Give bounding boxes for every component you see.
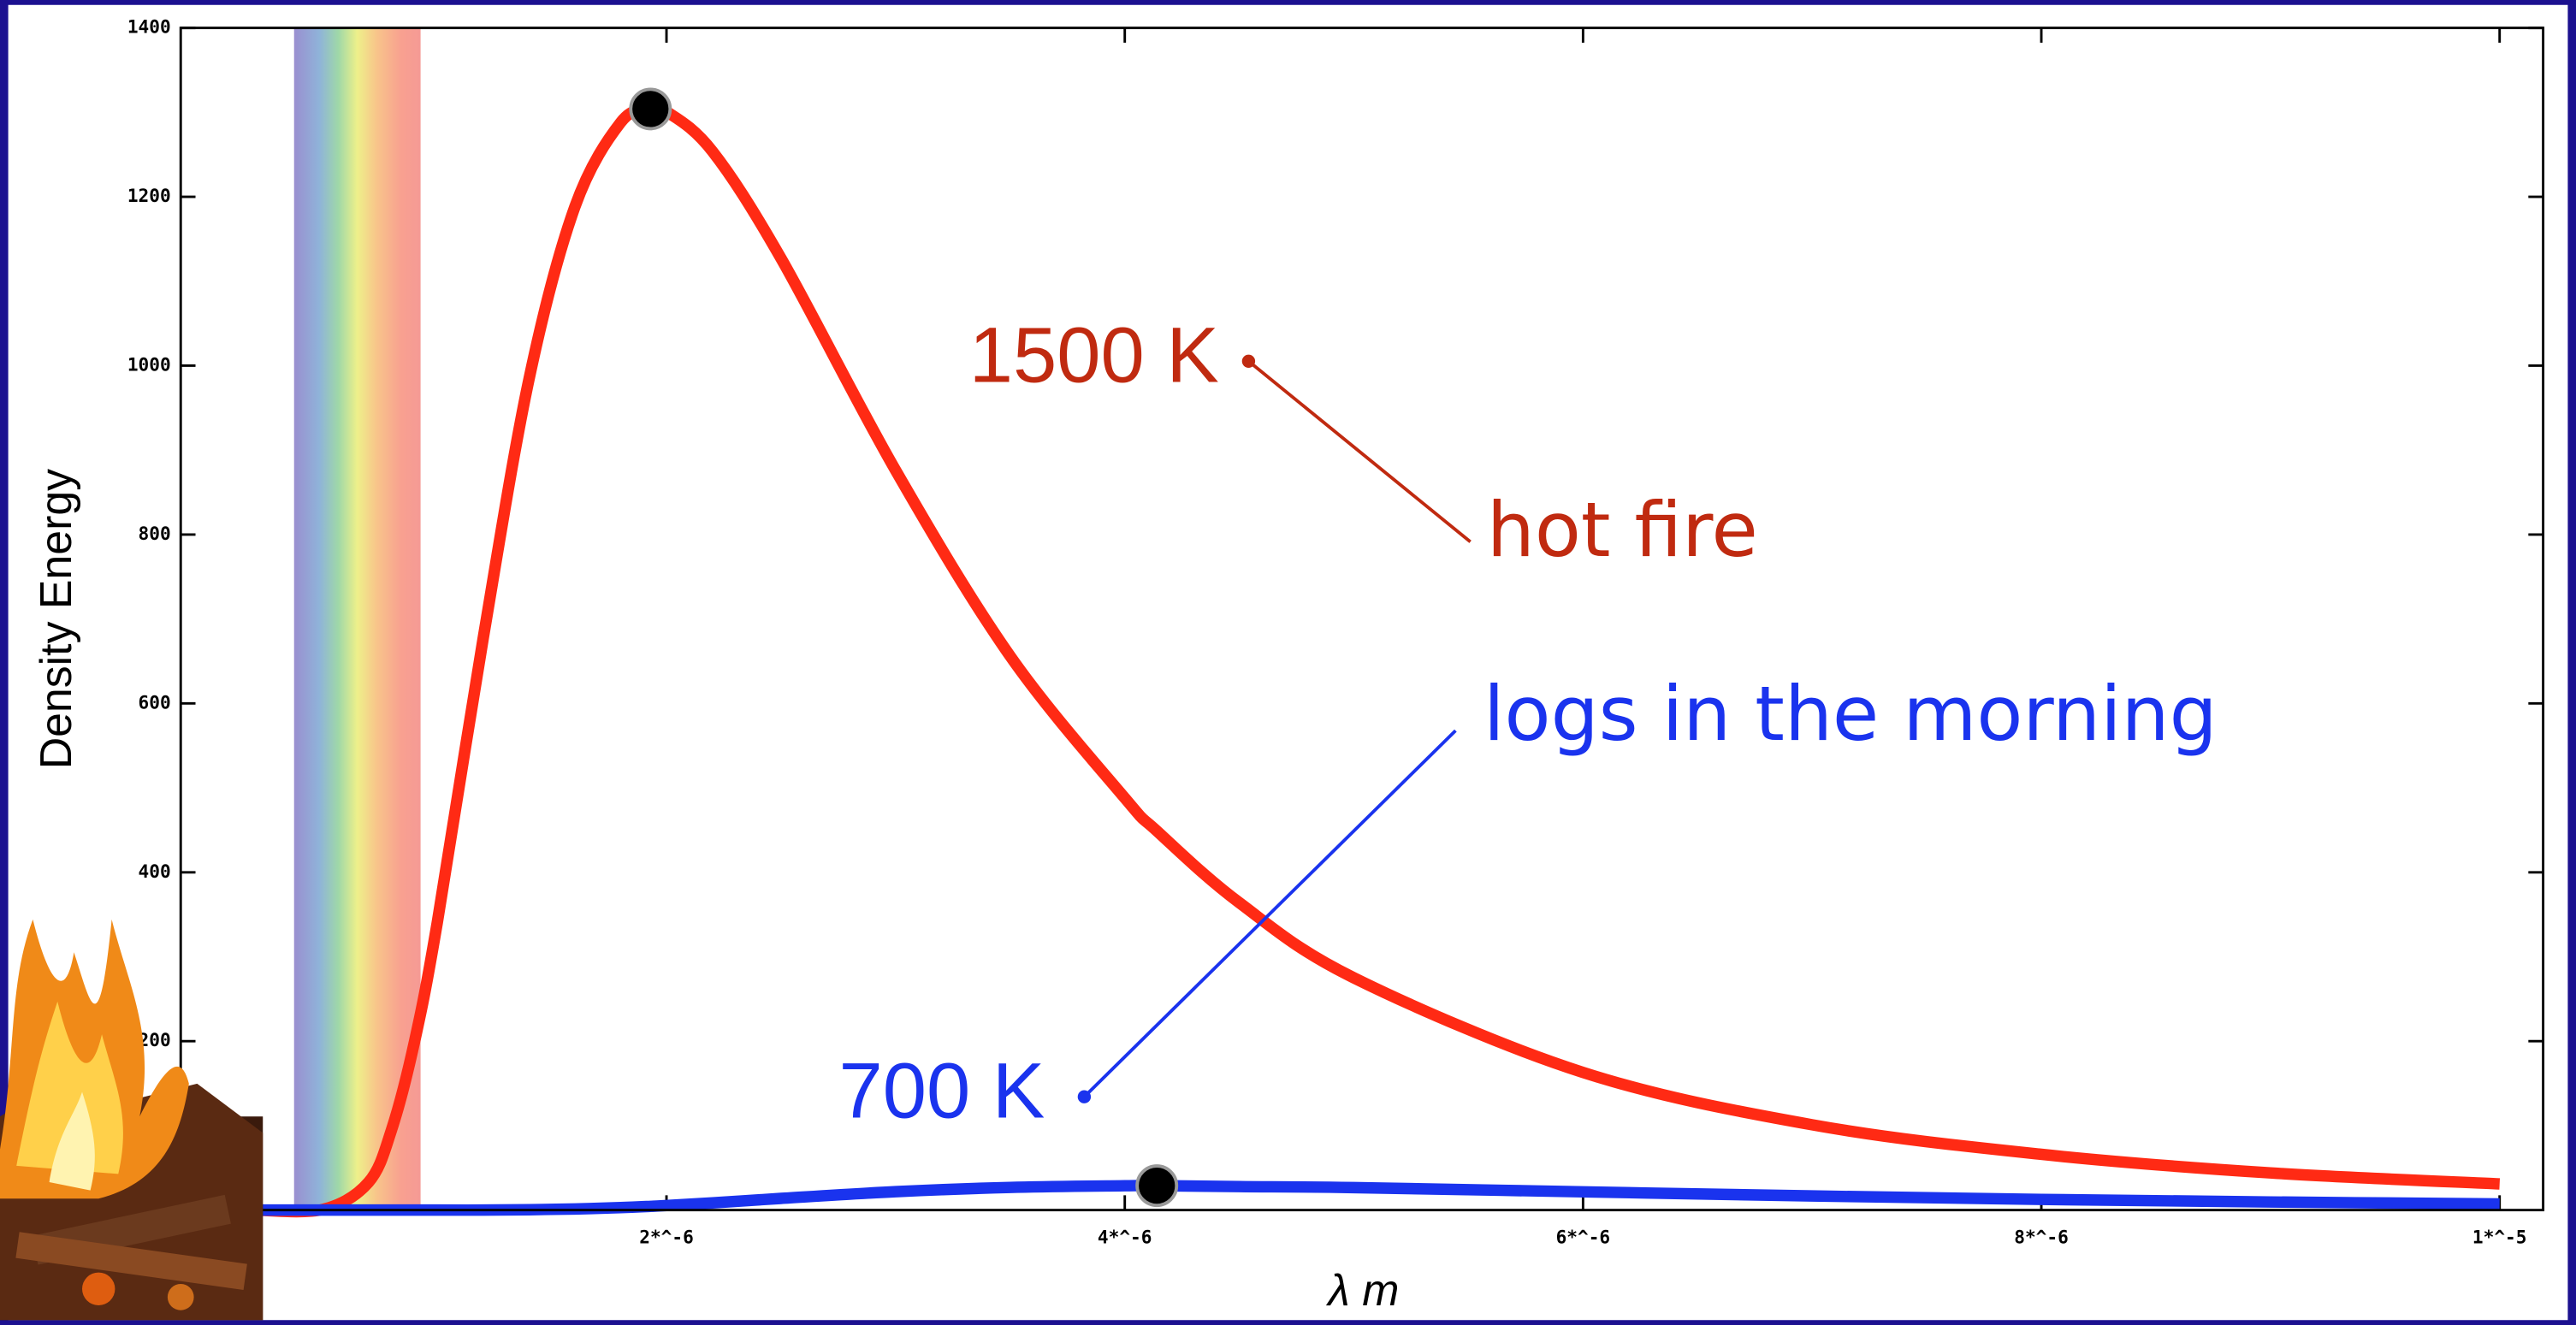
x-tick-label: 4*^-6 [1098,1226,1152,1247]
annotation: logs in the morning [1483,670,2218,758]
x-tick-label: 2*^-6 [639,1226,694,1247]
y-tick-label: 1000 [127,353,171,375]
peak-marker [629,87,672,131]
y-tick-label: 400 [139,861,171,882]
visible-spectrum-band [293,27,421,1210]
y-axis-label: Density Energy [31,469,80,769]
y-tick-label: 600 [139,691,171,713]
plot-frame [179,27,2545,1212]
plot-area: 2*^-6 4*^-6 6*^-6 8*^-6 1*^-5200400600800100… [127,16,2543,1247]
peak-marker [1135,1164,1179,1208]
y-tick-label: 1400 [127,16,171,38]
y-tick-label: 1200 [127,185,171,206]
x-axis-label: λ m [1325,1265,1399,1315]
y-tick-label: 800 [139,523,171,544]
line-series [253,101,2501,1218]
annotation-dot [1241,354,1256,368]
plot-background [8,4,2568,1321]
x-tick-label: 1*^-5 [2472,1226,2527,1247]
series-label: 700 K [838,1047,1045,1135]
annotation-leader [1247,359,1472,543]
campfire-image [0,919,264,1321]
x-tick-label: 8*^-6 [2014,1226,2069,1247]
annotation-dot [1077,1090,1092,1103]
series-label: 1500 K [969,311,1219,399]
annotation-leader [1083,729,1457,1098]
annotation: hot fire [1487,486,1758,574]
x-tick-label: 6*^-6 [1556,1226,1611,1247]
